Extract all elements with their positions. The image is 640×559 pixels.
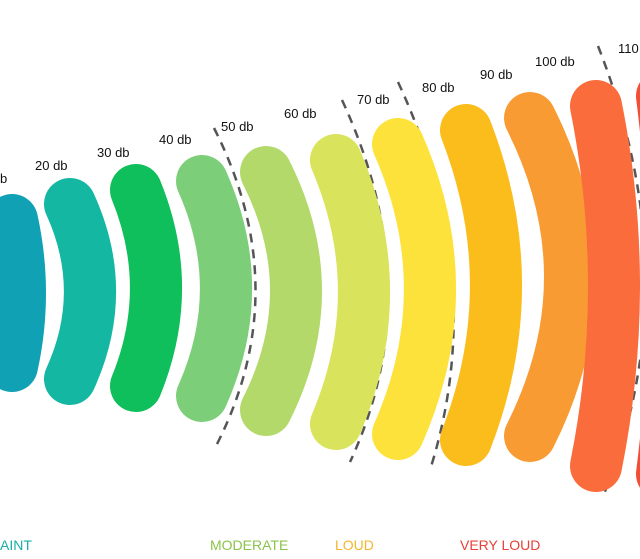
level-label: 60 db (284, 106, 317, 121)
sound-band (372, 118, 456, 460)
level-label: 30 db (97, 145, 130, 160)
category-label: VERY LOUD (460, 537, 540, 553)
level-label: b (0, 171, 7, 186)
sound-band (44, 178, 116, 405)
level-label: 50 db (221, 119, 254, 134)
sound-band (0, 194, 46, 392)
level-label: 110 (618, 41, 639, 56)
sound-band (504, 92, 596, 462)
sound-band (176, 155, 252, 422)
sound-band (310, 134, 390, 450)
level-label: 20 db (35, 158, 68, 173)
level-label: 100 db (535, 54, 575, 69)
level-label: 70 db (357, 92, 390, 107)
sound-band (240, 146, 322, 436)
sound-band (110, 164, 182, 412)
divider (212, 127, 257, 447)
sound-band (570, 80, 640, 492)
level-label: 40 db (159, 132, 192, 147)
level-label: 80 db (422, 80, 455, 95)
level-label: 90 db (480, 67, 513, 82)
category-label: AINT (0, 537, 32, 553)
sound-band (440, 104, 522, 466)
category-label: LOUD (335, 537, 374, 553)
category-label: MODERATE (210, 537, 288, 553)
